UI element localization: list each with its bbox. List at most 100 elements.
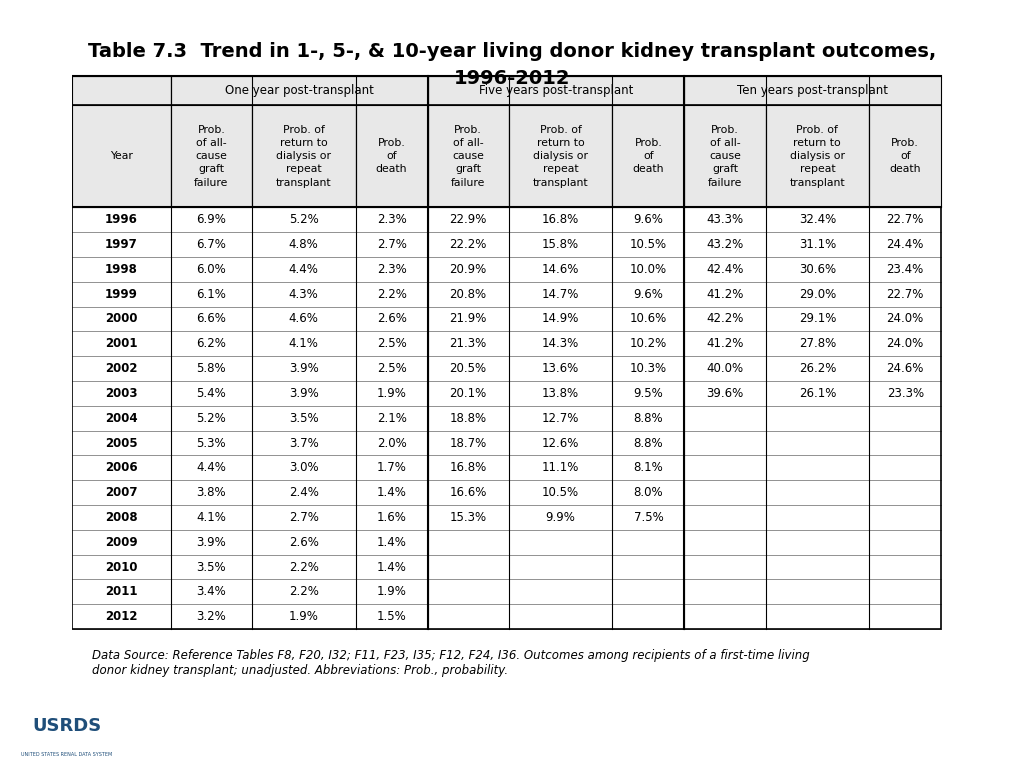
Text: 9.9%: 9.9%: [546, 511, 575, 524]
Text: 12.7%: 12.7%: [542, 412, 580, 425]
Text: 4.1%: 4.1%: [289, 337, 318, 350]
Text: 1.5%: 1.5%: [377, 610, 407, 623]
Text: 3.4%: 3.4%: [197, 585, 226, 598]
Bar: [684, 105, 766, 207]
Text: 8.8%: 8.8%: [634, 412, 664, 425]
Text: Vol 2, ESRD, Ch 7: Vol 2, ESRD, Ch 7: [431, 727, 593, 744]
Text: 1.4%: 1.4%: [377, 561, 407, 574]
Text: 23.3%: 23.3%: [887, 387, 924, 400]
Bar: [509, 105, 612, 207]
Text: 24.0%: 24.0%: [887, 313, 924, 326]
Bar: [171, 105, 252, 207]
Text: Prob. of
return to
dialysis or
repeat
transplant: Prob. of return to dialysis or repeat tr…: [275, 125, 332, 187]
Text: Prob.
of
death: Prob. of death: [890, 138, 921, 174]
Text: 16.6%: 16.6%: [450, 486, 486, 499]
Bar: [171, 76, 428, 105]
Text: 32: 32: [962, 727, 984, 744]
Text: 2.7%: 2.7%: [289, 511, 318, 524]
Text: 6.9%: 6.9%: [197, 214, 226, 227]
Text: 2.6%: 2.6%: [289, 536, 318, 549]
Text: 4.3%: 4.3%: [289, 288, 318, 301]
Text: 10.3%: 10.3%: [630, 362, 667, 375]
Text: 32.4%: 32.4%: [799, 214, 836, 227]
Text: 2010: 2010: [105, 561, 137, 574]
Text: 2.3%: 2.3%: [377, 214, 407, 227]
Text: 22.9%: 22.9%: [450, 214, 486, 227]
Text: 6.7%: 6.7%: [197, 238, 226, 251]
Text: 2004: 2004: [104, 412, 137, 425]
Text: 14.6%: 14.6%: [542, 263, 580, 276]
Bar: [869, 105, 941, 207]
Text: 29.1%: 29.1%: [799, 313, 836, 326]
Text: 10.0%: 10.0%: [630, 263, 667, 276]
Text: 2000: 2000: [105, 313, 137, 326]
Bar: [612, 105, 684, 207]
Text: 26.2%: 26.2%: [799, 362, 836, 375]
Text: 7.5%: 7.5%: [634, 511, 664, 524]
Bar: [428, 76, 684, 105]
Text: 14.3%: 14.3%: [542, 337, 580, 350]
Text: 30.6%: 30.6%: [799, 263, 836, 276]
Text: 8.0%: 8.0%: [634, 486, 664, 499]
Bar: [428, 105, 509, 207]
Text: Data Source: Reference Tables F8, F20, I32; F11, F23, I35; F12, F24, I36. Outcom: Data Source: Reference Tables F8, F20, I…: [92, 649, 810, 677]
Text: 21.9%: 21.9%: [450, 313, 486, 326]
Text: 2.7%: 2.7%: [377, 238, 407, 251]
Text: 3.7%: 3.7%: [289, 436, 318, 449]
Text: 6.1%: 6.1%: [197, 288, 226, 301]
Text: 6.6%: 6.6%: [197, 313, 226, 326]
Text: 42.2%: 42.2%: [707, 313, 743, 326]
Text: 5.3%: 5.3%: [197, 436, 226, 449]
Text: Prob.
of all-
cause
graft
failure: Prob. of all- cause graft failure: [708, 125, 742, 187]
Text: 9.5%: 9.5%: [634, 387, 664, 400]
Text: Prob.
of all-
cause
graft
failure: Prob. of all- cause graft failure: [451, 125, 485, 187]
Text: 4.4%: 4.4%: [197, 462, 226, 475]
Text: Five years post-transplant: Five years post-transplant: [479, 84, 633, 97]
Text: 12.6%: 12.6%: [542, 436, 580, 449]
Text: 41.2%: 41.2%: [707, 337, 743, 350]
Text: 3.0%: 3.0%: [289, 462, 318, 475]
Text: 2003: 2003: [105, 387, 137, 400]
Text: 2006: 2006: [104, 462, 137, 475]
Text: Prob. of
return to
dialysis or
repeat
transplant: Prob. of return to dialysis or repeat tr…: [790, 125, 845, 187]
Text: Ten years post-transplant: Ten years post-transplant: [737, 84, 889, 97]
Text: 2001: 2001: [105, 337, 137, 350]
Text: Prob.
of
death: Prob. of death: [633, 138, 665, 174]
Text: 43.2%: 43.2%: [707, 238, 743, 251]
Text: 2012: 2012: [105, 610, 137, 623]
Text: 40.0%: 40.0%: [707, 362, 743, 375]
Text: 4.1%: 4.1%: [197, 511, 226, 524]
Text: 3.8%: 3.8%: [197, 486, 226, 499]
Text: 2007: 2007: [105, 486, 137, 499]
Text: 20.9%: 20.9%: [450, 263, 486, 276]
Text: 3.5%: 3.5%: [197, 561, 226, 574]
Text: 1998: 1998: [104, 263, 137, 276]
Text: 10.5%: 10.5%: [542, 486, 580, 499]
Text: 1996: 1996: [104, 214, 137, 227]
Text: 3.9%: 3.9%: [197, 536, 226, 549]
Text: 2005: 2005: [104, 436, 137, 449]
Text: 42.4%: 42.4%: [707, 263, 743, 276]
Text: 5.8%: 5.8%: [197, 362, 226, 375]
Text: 10.6%: 10.6%: [630, 313, 667, 326]
Text: 3.9%: 3.9%: [289, 362, 318, 375]
Text: 8.1%: 8.1%: [634, 462, 664, 475]
Text: 8.8%: 8.8%: [634, 436, 664, 449]
Text: Year: Year: [110, 151, 133, 161]
Text: 2.1%: 2.1%: [377, 412, 407, 425]
Text: 26.1%: 26.1%: [799, 387, 836, 400]
Text: 24.0%: 24.0%: [887, 337, 924, 350]
Text: 1.4%: 1.4%: [377, 536, 407, 549]
Text: 10.2%: 10.2%: [630, 337, 667, 350]
Text: 1.9%: 1.9%: [377, 387, 407, 400]
Text: Table 7.3  Trend in 1-, 5-, & 10-year living donor kidney transplant outcomes,
1: Table 7.3 Trend in 1-, 5-, & 10-year liv…: [88, 42, 936, 88]
Text: 2008: 2008: [104, 511, 137, 524]
Text: 4.6%: 4.6%: [289, 313, 318, 326]
Text: 41.2%: 41.2%: [707, 288, 743, 301]
Bar: [684, 76, 941, 105]
Text: 2009: 2009: [104, 536, 137, 549]
Text: Prob.
of all-
cause
graft
failure: Prob. of all- cause graft failure: [195, 125, 228, 187]
Text: 1.9%: 1.9%: [289, 610, 318, 623]
Text: 2002: 2002: [105, 362, 137, 375]
Text: 4.4%: 4.4%: [289, 263, 318, 276]
